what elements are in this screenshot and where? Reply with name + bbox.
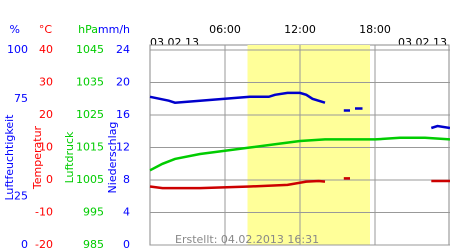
- y-tick-label: 10: [39, 141, 53, 154]
- y-tick-label: 40: [39, 43, 53, 56]
- series-line: [149, 177, 450, 190]
- y-tick-label: 100: [7, 43, 28, 56]
- axis-title: Luftdruck: [63, 131, 76, 183]
- y-tick-label: 0: [123, 238, 130, 250]
- y-tick-label: 8: [123, 173, 130, 186]
- y-tick-label: 985: [83, 238, 104, 250]
- y-tick-label: 20: [39, 108, 53, 121]
- axis-unit: hPa: [78, 23, 98, 36]
- x-tick-label: 06:00: [209, 23, 241, 36]
- x-tick-label: 18:00: [359, 23, 391, 36]
- y-tick-label: -20: [35, 238, 53, 250]
- y-tick-label: 25: [14, 189, 28, 202]
- axis-unit: °C: [39, 23, 53, 36]
- y-tick-label: 24: [116, 43, 130, 56]
- y-tick-label: 1025: [76, 108, 104, 121]
- y-tick-label: 20: [116, 76, 130, 89]
- axis-title: Niederschlag: [106, 122, 119, 194]
- y-tick-label: 16: [116, 108, 130, 121]
- y-tick-label: 1015: [76, 141, 104, 154]
- y-tick-label: 0: [46, 173, 53, 186]
- y-tick-label: 0: [21, 238, 28, 250]
- series-line: [149, 91, 450, 130]
- series-line: [149, 136, 450, 172]
- axis-unit: %: [10, 23, 20, 36]
- y-tick-label: -10: [35, 206, 53, 219]
- footer: Erstellt: 04.02.2013 16:31: [175, 233, 319, 246]
- axis-title: Luftfeuchtigkeit: [3, 114, 16, 201]
- y-tick-label: 1005: [76, 173, 104, 186]
- y-tick-label: 12: [116, 141, 130, 154]
- y-tick-label: 75: [14, 92, 28, 105]
- axis-title: Temperatur: [31, 125, 44, 190]
- y-tick-label: 995: [83, 206, 104, 219]
- x-tick-label: 12:00: [284, 23, 316, 36]
- y-tick-label: 30: [39, 76, 53, 89]
- y-tick-label: 1035: [76, 76, 104, 89]
- y-tick-label: 1045: [76, 43, 104, 56]
- y-tick-label: 4: [123, 206, 130, 219]
- axis-unit: mm/h: [98, 23, 130, 36]
